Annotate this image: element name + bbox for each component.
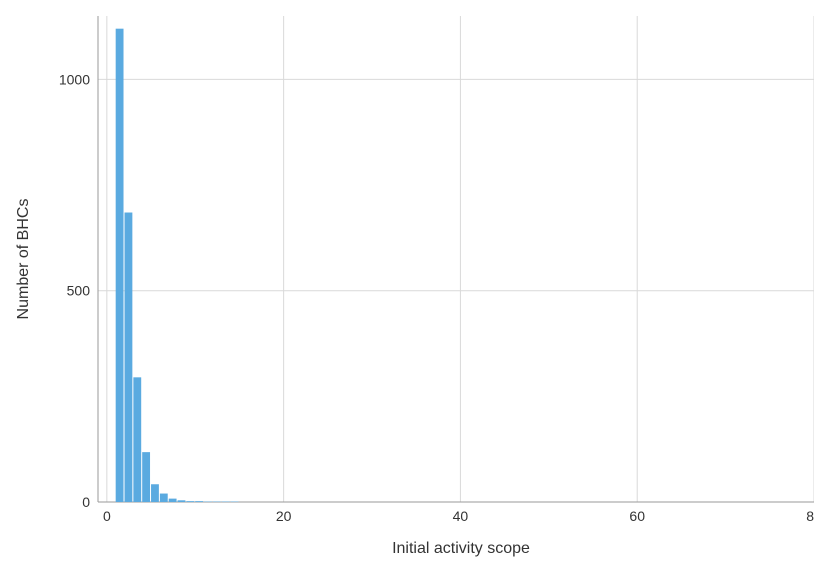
x-tick-label-40: 40 — [453, 508, 469, 524]
axis-layer — [97, 16, 814, 503]
histogram-bar-9 — [195, 501, 204, 502]
y-tick-label-1000: 1000 — [59, 71, 90, 87]
histogram-bar-8 — [186, 501, 195, 502]
bar-layer — [115, 28, 239, 503]
x-tick-label-20: 20 — [276, 508, 292, 524]
x-axis-label: Initial activity scope — [392, 540, 530, 557]
histogram-bar-7 — [177, 500, 186, 502]
histogram-bar-5 — [159, 493, 168, 502]
y-tick-label-500: 500 — [67, 283, 91, 299]
tick-layer: 0 20 40 60 80 0 500 1000 — [59, 71, 814, 524]
histogram-bar-2 — [133, 377, 142, 502]
histogram-bar-0 — [115, 28, 124, 503]
y-tick-label-0: 0 — [82, 494, 90, 510]
y-axis-label: Number of BHCs — [15, 199, 32, 320]
histogram-bar-3 — [142, 452, 151, 502]
histogram-bar-6 — [168, 498, 177, 502]
histogram-bar-1 — [124, 212, 133, 502]
histogram-bar-4 — [151, 484, 159, 502]
x-tick-label-80: 80 — [806, 508, 814, 524]
x-tick-label-0: 0 — [103, 508, 111, 524]
x-tick-label-60: 60 — [629, 508, 645, 524]
grid-layer — [98, 16, 814, 502]
